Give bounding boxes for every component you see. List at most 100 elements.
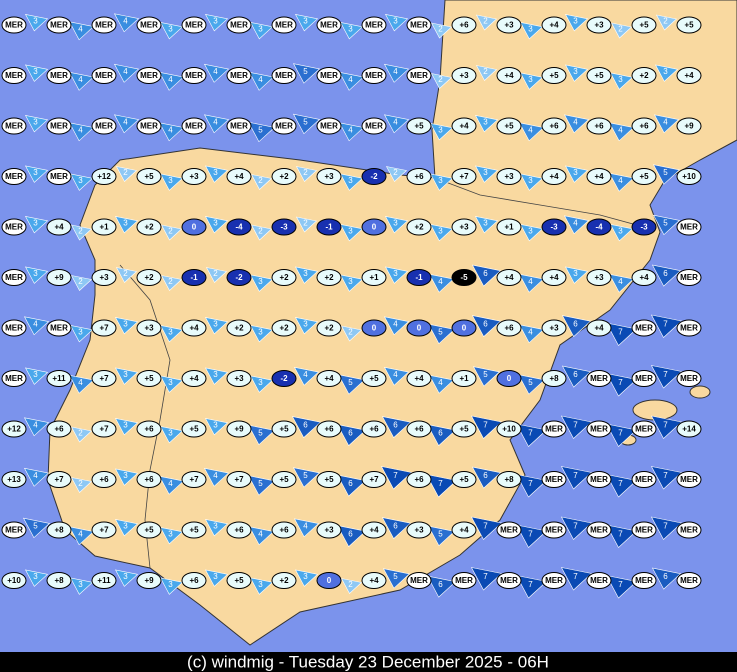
wind-speed: 6	[438, 429, 443, 438]
wind-speed: 3	[123, 421, 128, 430]
temperature-label: +7	[189, 475, 199, 484]
temperature-oval	[46, 269, 72, 286]
wind-speed: 3	[213, 168, 218, 177]
wind-speed: 4	[78, 25, 83, 34]
wind-arrow	[339, 21, 364, 40]
temperature-oval	[406, 218, 432, 236]
temperature-oval	[181, 168, 207, 185]
temperature-label: MER	[545, 475, 563, 484]
temperature-oval	[1, 269, 27, 286]
wind-speed: 4	[618, 176, 623, 185]
temperature-label: MER	[680, 576, 698, 585]
temperature-label: -2	[280, 374, 288, 383]
temperature-oval	[136, 420, 162, 438]
wind-speed: 4	[528, 126, 533, 135]
temperature-oval	[1, 16, 27, 34]
temperature-label: +14	[682, 425, 696, 434]
wind-arrow	[247, 475, 276, 496]
wind-speed: 3	[33, 572, 38, 581]
temperature-label: +10	[682, 172, 696, 181]
wind-speed: 3	[483, 219, 488, 228]
temperature-oval	[361, 218, 387, 236]
wind-speed: 3	[213, 421, 218, 430]
wind-speed: 6	[483, 269, 488, 278]
wind-arrow	[159, 577, 184, 595]
temperature-label: +7	[99, 324, 109, 333]
wind-arrow	[472, 366, 501, 387]
wind-arrow	[159, 425, 184, 444]
temperature-label: +3	[234, 374, 244, 383]
wind-arrow	[381, 517, 412, 540]
temperature-oval	[271, 420, 297, 438]
temperature-label: MER	[5, 273, 23, 282]
wind-speed: 7	[618, 378, 623, 387]
wind-speed: 3	[303, 17, 308, 26]
temperature-oval	[361, 521, 387, 539]
temperature-label: +6	[144, 475, 154, 484]
wind-arrow	[471, 466, 502, 489]
wind-arrow	[381, 416, 412, 439]
wind-arrow	[475, 65, 498, 81]
wind-arrow	[380, 466, 413, 490]
temperature-oval	[406, 370, 432, 387]
wind-arrow	[247, 121, 276, 143]
temperature-label: -4	[595, 223, 603, 232]
temperature-label: MER	[365, 71, 383, 80]
temperature-oval	[541, 370, 567, 387]
wind-speed: 3	[33, 269, 38, 278]
temperature-oval	[136, 319, 162, 337]
temperature-label: +5	[144, 526, 154, 535]
temperature-oval	[586, 572, 612, 589]
wind-speed: 6	[303, 421, 308, 430]
wind-arrow	[68, 122, 95, 142]
wind-arrow	[384, 266, 409, 284]
temperature-oval	[226, 67, 252, 84]
wind-speed: 3	[573, 67, 578, 76]
temperature-oval	[1, 117, 27, 135]
temperature-label: MER	[5, 122, 23, 131]
temperature-oval	[46, 218, 72, 236]
temperature-oval	[181, 572, 207, 589]
wind-speed: 4	[258, 75, 263, 84]
temperature-label: +5	[189, 425, 199, 434]
temperature-label: MER	[680, 526, 698, 535]
temperature-label: MER	[230, 122, 248, 131]
wind-speed: 3	[393, 219, 398, 228]
temperature-label: +5	[639, 172, 649, 181]
temperature-oval	[541, 117, 567, 135]
wind-speed: 4	[303, 370, 308, 379]
temperature-label: +6	[504, 324, 514, 333]
wind-arrow	[518, 122, 545, 142]
wind-speed: 7	[483, 522, 488, 531]
temperature-oval	[136, 67, 162, 84]
temperature-oval	[1, 521, 27, 539]
wind-speed: 7	[438, 479, 443, 488]
wind-speed: 4	[393, 320, 398, 329]
temperature-oval	[226, 572, 252, 589]
wind-arrow	[340, 578, 363, 594]
temperature-label: MER	[50, 21, 68, 30]
wind-speed: 2	[348, 328, 353, 337]
wind-arrow	[338, 122, 365, 142]
wind-speed: 7	[618, 479, 623, 488]
wind-arrow	[560, 516, 593, 540]
wind-arrow	[610, 22, 633, 39]
temperature-oval	[631, 471, 657, 488]
temperature-oval	[316, 521, 342, 539]
temperature-oval	[541, 572, 567, 589]
temperature-oval	[451, 521, 477, 539]
wind-speed: 3	[123, 370, 128, 379]
temperature-oval	[631, 16, 657, 34]
wind-arrow	[205, 267, 228, 283]
wind-speed: 4	[348, 75, 353, 84]
wind-arrow	[338, 71, 365, 91]
temperature-oval	[451, 67, 477, 84]
temperature-label: +6	[594, 122, 604, 131]
wind-speed: 4	[573, 118, 578, 127]
wind-arrow	[114, 367, 139, 385]
wind-speed: 6	[393, 522, 398, 531]
wind-speed: 4	[573, 219, 578, 228]
temperature-oval	[136, 117, 162, 135]
temperature-label: MER	[185, 71, 203, 80]
temperature-oval	[271, 16, 297, 34]
